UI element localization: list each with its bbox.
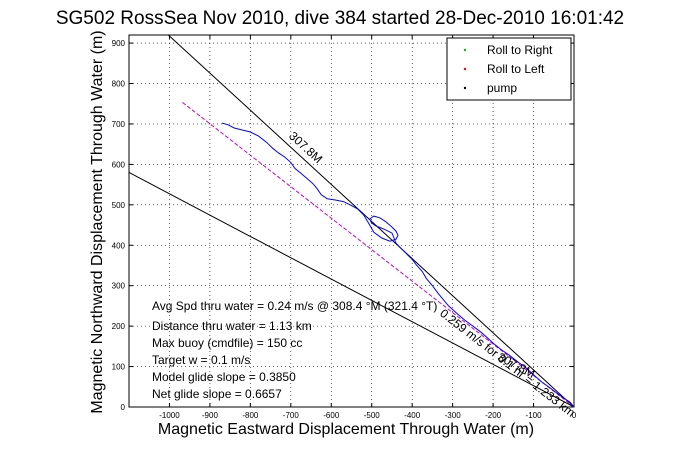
x-ticks: -1000 -900 -800 -700 -600 -500 -400 -300 -200 -10… [159, 35, 577, 420]
y-ticks: 0 100 200 300 400 500 600 700 800 900 [112, 39, 574, 412]
y-tick-label: 600 [112, 160, 126, 169]
y-tick-label: 100 [112, 363, 126, 372]
annotation-avg-speed: Avg Spd thru water = 0.24 m/s @ 308.4 °M… [152, 299, 437, 313]
annotation-max-buoy: Max buoy (cmdfile) = 150 cc [152, 336, 302, 350]
legend-box [446, 37, 572, 101]
x-tick-label: -700 [283, 411, 300, 420]
legend-label-pump: pump [487, 81, 517, 95]
legend-marker-roll-left [463, 67, 467, 71]
legend-label-roll-right: Roll to Right [487, 43, 553, 57]
reference-line [129, 172, 574, 407]
x-tick-label: -300 [445, 411, 462, 420]
x-tick-label: -600 [323, 411, 340, 420]
y-tick-label: 200 [112, 322, 126, 331]
chart-title: SG502 RossSea Nov 2010, dive 384 started… [56, 8, 624, 29]
x-tick-label: -1000 [159, 411, 180, 420]
y-tick-label: 700 [112, 120, 126, 129]
y-tick-label: 500 [112, 201, 126, 210]
x-tick-label: -500 [364, 411, 381, 420]
reference-line [167, 35, 574, 407]
x-tick-label: -900 [202, 411, 219, 420]
legend-marker-roll-right [463, 48, 467, 52]
y-tick-label: 900 [112, 39, 126, 48]
legend-marker-pump [463, 86, 467, 90]
legend-label-roll-left: Roll to Left [487, 62, 545, 76]
x-tick-label: -800 [242, 411, 259, 420]
y-axis-label: Magnetic Northward Displacement Through … [89, 30, 106, 413]
x-tick-label: -400 [404, 411, 421, 420]
annotation-target-w: Target w = 0.1 m/s [152, 353, 250, 367]
x-tick-label: -200 [485, 411, 502, 420]
x-tick-label: 0 [572, 411, 577, 420]
y-tick-label: 300 [112, 282, 126, 291]
annotation-distance: Distance thru water = 1.13 km [152, 319, 312, 333]
legend: Roll to Right Roll to Left pump [446, 37, 572, 101]
stats-annotations: Avg Spd thru water = 0.24 m/s @ 308.4 °M… [152, 299, 437, 401]
x-tick-label: -100 [526, 411, 543, 420]
track-series [221, 122, 574, 407]
annotation-model-glide: Model glide slope = 0.3850 [152, 370, 296, 384]
reference-line [181, 101, 574, 407]
reference-lines [129, 35, 574, 407]
y-tick-label: 0 [121, 403, 126, 412]
x-axis-label: Magnetic Eastward Displacement Through W… [158, 421, 534, 438]
series-line [221, 122, 574, 407]
annotation-net-glide: Net glide slope = 0.6657 [152, 387, 282, 401]
y-tick-label: 400 [112, 241, 126, 250]
y-tick-label: 800 [112, 80, 126, 89]
